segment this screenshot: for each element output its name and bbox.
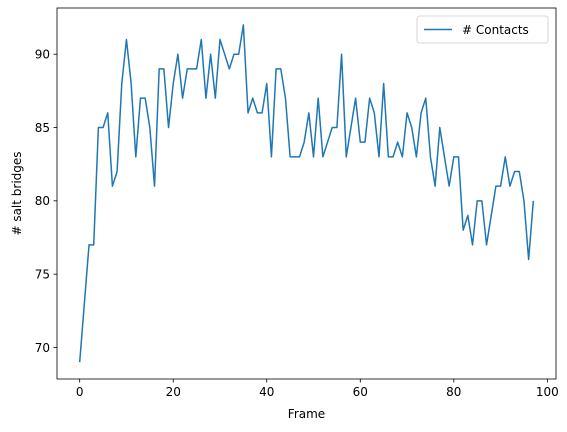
x-tick-label: 100: [536, 385, 559, 399]
y-tick-label: 80: [35, 194, 50, 208]
y-tick-label: 75: [35, 267, 50, 281]
x-tick-label: 80: [446, 385, 461, 399]
y-tick-label: 90: [35, 47, 50, 61]
x-tick-label: 0: [76, 385, 84, 399]
x-tick-label: 20: [166, 385, 181, 399]
y-tick-label: 85: [35, 121, 50, 135]
y-tick-label: 70: [35, 341, 50, 355]
legend: # Contacts: [416, 15, 549, 44]
legend-entry-label: # Contacts: [462, 23, 529, 37]
y-axis-label: # salt bridges: [10, 151, 24, 235]
legend-box: [416, 15, 549, 44]
plot-area: [78, 24, 535, 363]
x-axis-label: Frame: [288, 407, 325, 421]
axes: 0 20 40 60 80 100 70 75 80 85 90: [35, 47, 559, 399]
axes-frame: [56, 7, 557, 380]
series-line-0: [78, 24, 535, 363]
x-tick-label: 60: [353, 385, 368, 399]
x-tick-label: 40: [259, 385, 274, 399]
